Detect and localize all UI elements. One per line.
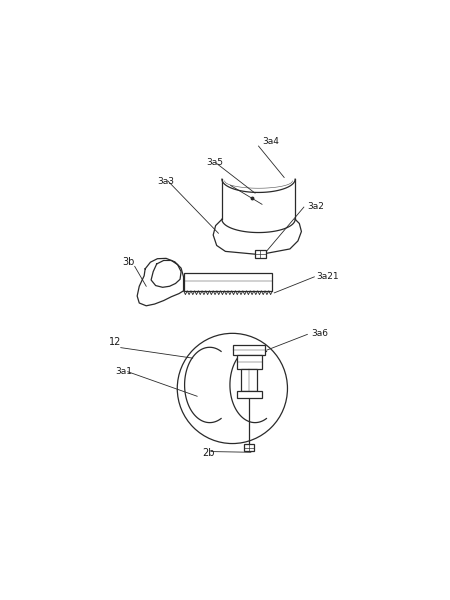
Bar: [184, 272, 273, 291]
Bar: [233, 345, 265, 355]
Text: 3a1: 3a1: [116, 367, 133, 376]
Text: 3a4: 3a4: [262, 137, 279, 146]
Bar: [237, 391, 261, 398]
Bar: [255, 250, 266, 258]
Bar: [244, 444, 254, 451]
Text: 3a6: 3a6: [311, 329, 328, 338]
Text: 3a2: 3a2: [307, 202, 324, 211]
Text: 3a5: 3a5: [206, 158, 223, 167]
Text: 3a21: 3a21: [316, 272, 339, 281]
Bar: [241, 368, 257, 391]
Text: 2b: 2b: [202, 448, 215, 458]
Text: 3b: 3b: [122, 257, 135, 266]
Text: 12: 12: [108, 337, 121, 347]
Text: 3a3: 3a3: [158, 178, 175, 187]
Bar: [237, 355, 261, 368]
